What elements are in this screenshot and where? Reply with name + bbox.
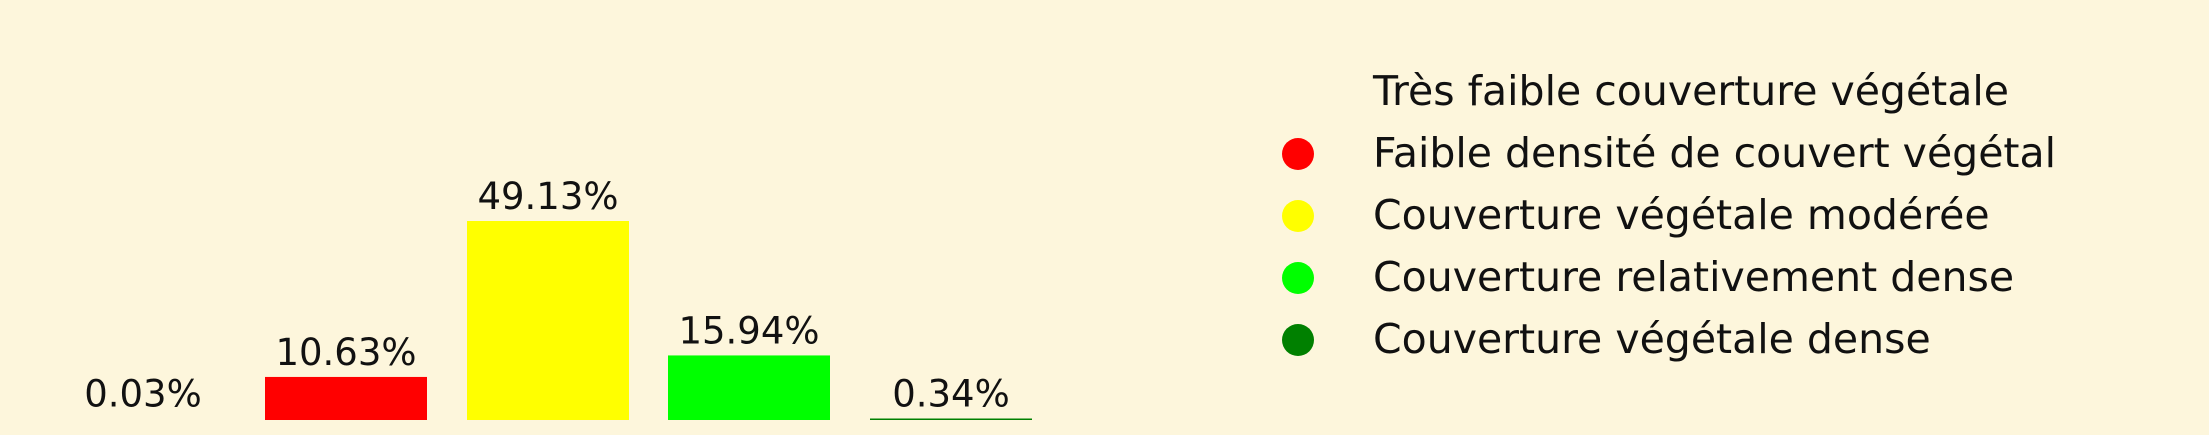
bar-5 (870, 418, 1032, 420)
legend-marker (1282, 324, 1314, 356)
legend-marker (1282, 76, 1314, 108)
bar-4 (668, 355, 830, 420)
bar-value-label: 10.63% (275, 331, 416, 374)
bar-value-label: 0.34% (892, 373, 1010, 416)
bar-3 (467, 221, 629, 420)
bar-value-label: 0.03% (84, 373, 202, 416)
legend-marker (1282, 262, 1314, 294)
legend-label: Couverture végétale modérée (1373, 191, 1990, 239)
legend-label: Couverture végétale dense (1373, 315, 1931, 363)
legend-label: Faible densité de couvert végétal (1373, 129, 2056, 177)
bar-value-label: 49.13% (477, 175, 618, 218)
bar-value-label: 15.94% (678, 309, 819, 352)
legend-marker (1282, 138, 1314, 170)
bar-2 (265, 376, 427, 420)
legend-label: Couverture relativement dense (1373, 253, 2014, 301)
legend-label: Très faible couverture végétale (1372, 67, 2009, 115)
legend-marker (1282, 200, 1314, 232)
legend: Très faible couverture végétale Faible de… (1282, 67, 2056, 363)
bar-1 (62, 418, 224, 420)
